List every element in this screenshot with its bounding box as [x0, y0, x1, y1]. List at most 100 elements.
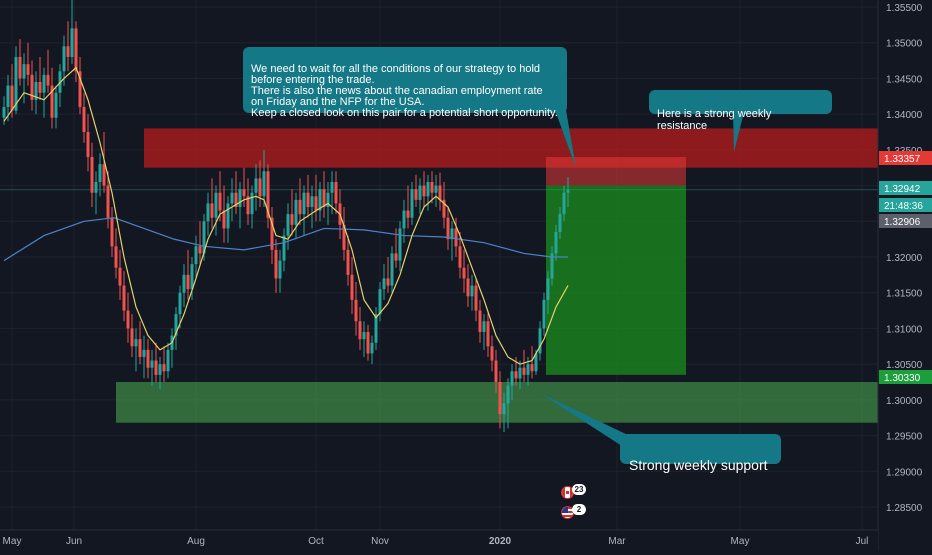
- x-tick-label: Jul: [856, 536, 869, 547]
- candle-body: [2, 107, 6, 118]
- event-badges[interactable]: 23 2: [559, 484, 589, 524]
- candle-body: [398, 228, 402, 261]
- candle-body: [178, 292, 182, 315]
- candle-body: [342, 224, 346, 250]
- candle-body: [62, 46, 66, 72]
- candle-body: [558, 214, 562, 232]
- position-stop-zone[interactable]: [546, 157, 686, 186]
- price-label-tag: [879, 198, 932, 212]
- candle-body: [486, 321, 490, 347]
- candle-body: [498, 382, 502, 415]
- x-tick-label: Jun: [66, 536, 82, 547]
- support-zone[interactable]: [116, 382, 878, 423]
- candle-body: [302, 192, 306, 215]
- candle-body: [422, 185, 426, 197]
- sma-slow-line: [3, 217, 568, 262]
- candle-body: [218, 192, 222, 211]
- moving-averages: [3, 66, 569, 365]
- candle-body: [522, 367, 526, 375]
- y-tick-label: 1.34500: [886, 74, 923, 85]
- position-target-zone[interactable]: [546, 185, 686, 375]
- support-callout[interactable]: Strong weekly support: [620, 434, 781, 473]
- candle-body: [174, 314, 178, 336]
- candle-body: [18, 57, 22, 79]
- x-tick-label: May: [731, 536, 750, 547]
- candle-body: [190, 264, 194, 290]
- candle-body: [238, 189, 242, 207]
- candle-body: [150, 360, 154, 368]
- y-tick-label: 1.29000: [886, 467, 923, 478]
- candle-body: [206, 203, 210, 222]
- candle-body: [34, 82, 38, 100]
- x-tick-label: May: [3, 536, 22, 547]
- candle-body: [462, 267, 466, 279]
- candle-body: [134, 339, 138, 347]
- candle-body: [122, 285, 126, 311]
- candle-body: [278, 260, 282, 279]
- candle-body: [374, 314, 378, 343]
- price-label-text: 21:48:36: [884, 201, 923, 212]
- candle-body: [286, 214, 290, 236]
- x-tick-label: Nov: [371, 536, 389, 547]
- candle-body: [22, 64, 26, 79]
- candle-body: [258, 178, 262, 197]
- candle-body: [290, 214, 294, 225]
- candle-body: [390, 253, 394, 286]
- usa-event-count: 2: [572, 504, 586, 515]
- candle-body: [86, 132, 90, 157]
- candle-body: [330, 182, 334, 193]
- y-tick-label: 1.32000: [886, 253, 923, 264]
- candle-body: [94, 182, 98, 193]
- y-tick-label: 1.30500: [886, 360, 923, 371]
- candle-body: [466, 278, 470, 297]
- price-label-text: 1.30330: [884, 373, 921, 384]
- candle-body: [214, 192, 218, 218]
- candle-body: [562, 192, 566, 215]
- candle-body: [254, 178, 258, 193]
- candle-body: [138, 339, 142, 357]
- price-axis[interactable]: [878, 0, 932, 550]
- candle-body: [318, 189, 322, 211]
- callout-pointers: [540, 110, 744, 446]
- time-axis[interactable]: [0, 530, 878, 550]
- candle-body: [478, 310, 482, 332]
- price-label-tag: [879, 151, 932, 165]
- candle-body: [542, 299, 546, 329]
- candle-body: [10, 85, 14, 111]
- resistance-callout[interactable]: Here is a strong weekly resistance: [649, 90, 832, 132]
- candle-body: [274, 249, 278, 279]
- candle-body: [310, 196, 314, 207]
- y-tick-label: 1.28500: [886, 503, 923, 514]
- candle-body: [510, 371, 514, 386]
- canada-flag-icon[interactable]: [561, 486, 574, 499]
- candle-body: [146, 349, 150, 368]
- price-label-tag: [879, 181, 932, 195]
- candle-body: [554, 232, 558, 254]
- candle-body: [54, 92, 58, 118]
- candle-body: [270, 217, 274, 250]
- candle-body: [350, 274, 354, 300]
- price-label-text: 1.33357: [884, 154, 921, 165]
- candle-body: [186, 274, 190, 290]
- candle-body: [222, 210, 226, 229]
- candle-body: [438, 185, 442, 200]
- strategy-callout[interactable]: We need to wait for all the conditions o…: [243, 47, 567, 119]
- y-tick-label: 1.31500: [886, 289, 923, 300]
- candle-body: [538, 328, 542, 354]
- candle-body: [306, 192, 310, 207]
- resistance-zone[interactable]: [144, 128, 878, 168]
- ema-fast-line: [3, 66, 569, 365]
- candle-body: [370, 342, 374, 354]
- candle-body: [166, 349, 170, 372]
- candle-body: [518, 367, 522, 379]
- candle-body: [50, 85, 54, 118]
- candle-body: [526, 364, 530, 375]
- candle-body: [182, 274, 186, 293]
- candle-body: [470, 285, 474, 297]
- candle-body: [358, 321, 362, 340]
- candle-body: [142, 349, 146, 357]
- candle-body: [482, 321, 486, 332]
- x-tick-label: 2020: [489, 536, 512, 547]
